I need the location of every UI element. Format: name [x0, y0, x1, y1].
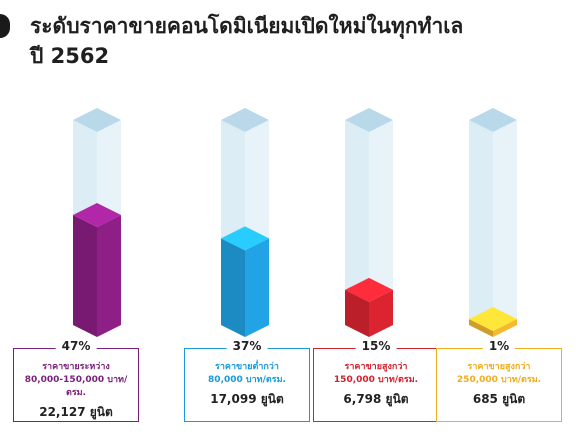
bar-3-top-face [469, 307, 517, 331]
legend-card: 47% ราคาขายระหว่าง 80,000-150,000 บาท/ตรม.… [13, 339, 139, 422]
title-line-2: ปี 2562 [30, 44, 110, 68]
price-range-label: ราคาขายสูงกว่า 150,000 บาท/ตรม. [314, 361, 438, 387]
price-range-line-1: ราคาขายต่ำกว่า [215, 362, 279, 372]
legend-card: 15% ราคาขายสูงกว่า 150,000 บาท/ตรม. 6,798 ย… [313, 339, 439, 422]
price-range-line-2: 80,000-150,000 บาท/ตรม. [24, 375, 128, 398]
price-range-line-2: 250,000 บาท/ตรม. [456, 375, 542, 385]
bar-1-right-face [245, 238, 269, 337]
bar-0-left-face [73, 215, 97, 337]
tube-3-left-face [469, 120, 493, 337]
chart-title: ระดับราคาขายคอนโดมิเนียมเปิดใหม่ในทุกทำเ… [0, 0, 580, 80]
tube-2-top-face [345, 108, 393, 132]
bar-0-right-face [97, 215, 121, 337]
bar-3-right-face [493, 319, 517, 337]
title-marker [0, 14, 10, 38]
legend-card: 1% ราคาขายสูงกว่า 250,000 บาท/ตรม. 685 ยูนิ… [436, 339, 562, 422]
bar-1-top-face [221, 226, 269, 251]
bar-1-left-face [221, 238, 245, 337]
bar-3-left-face [469, 319, 493, 337]
price-range-line-2: 150,000 บาท/ตรม. [333, 375, 419, 385]
tube-0-top-face [73, 108, 121, 132]
price-range-label: ราคาขายต่ำกว่า 80,000 บาท/ตรม. [185, 361, 309, 387]
price-range-line-1: ราคาขายสูงกว่า [344, 362, 408, 372]
unit-count: 685 ยูนิต [472, 392, 526, 406]
percent-label: 37% [226, 339, 268, 353]
price-range-label: ราคาขายระหว่าง 80,000-150,000 บาท/ตรม. [14, 361, 138, 400]
percent-label: 15% [355, 339, 397, 353]
unit-count: 17,099 ยูนิต [210, 392, 284, 406]
bar-0-top-face [73, 203, 121, 227]
price-range-line-1: ราคาขายสูงกว่า [467, 362, 531, 372]
percent-label: 47% [55, 339, 97, 353]
unit-count: 22,127 ยูนิต [39, 405, 113, 419]
tube-3-right-face [493, 120, 517, 337]
legend-card: 37% ราคาขายต่ำกว่า 80,000 บาท/ตรม. 17,099 ย… [184, 339, 310, 422]
unit-count: 6,798 ยูนิต [343, 392, 409, 406]
title-line-1: ระดับราคาขายคอนโดมิเนียมเปิดใหม่ในทุกทำเ… [30, 14, 464, 38]
price-range-label: ราคาขายสูงกว่า 250,000 บาท/ตรม. [437, 361, 561, 387]
price-range-line-1: ราคาขายระหว่าง [42, 362, 110, 372]
tube-1-top-face [221, 108, 269, 132]
bar-2-top-face [345, 277, 393, 302]
bar-2-left-face [345, 289, 369, 337]
percent-label: 1% [482, 339, 516, 353]
tube-3-top-face [469, 108, 517, 132]
price-range-line-2: 80,000 บาท/ตรม. [208, 375, 286, 385]
bar-2-right-face [369, 289, 393, 337]
